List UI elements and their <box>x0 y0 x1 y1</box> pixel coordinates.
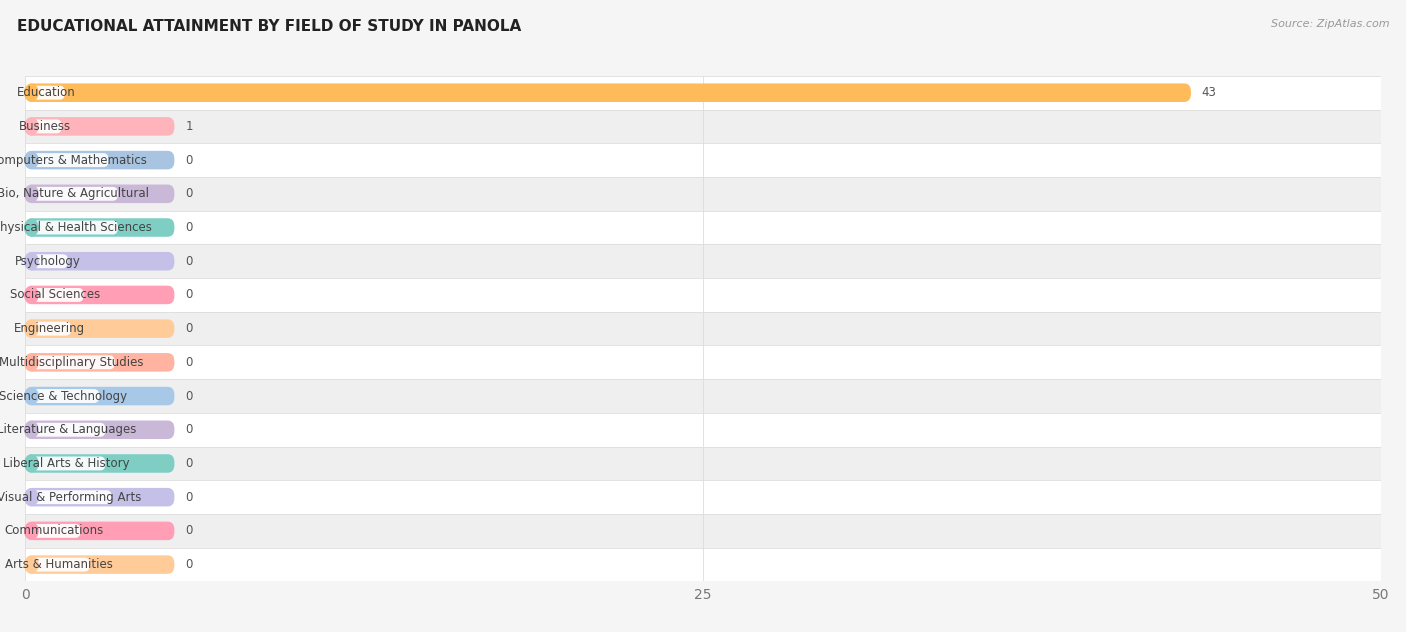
FancyBboxPatch shape <box>27 119 62 133</box>
FancyBboxPatch shape <box>25 319 174 338</box>
Text: Arts & Humanities: Arts & Humanities <box>4 558 112 571</box>
Circle shape <box>25 489 38 506</box>
Text: 0: 0 <box>186 154 193 167</box>
Bar <box>25 548 1381 581</box>
Bar <box>25 109 1381 143</box>
Text: 0: 0 <box>186 457 193 470</box>
FancyBboxPatch shape <box>25 117 174 136</box>
Text: 0: 0 <box>186 187 193 200</box>
Text: Social Sciences: Social Sciences <box>10 288 101 301</box>
FancyBboxPatch shape <box>25 286 174 304</box>
FancyBboxPatch shape <box>25 185 174 203</box>
Bar <box>25 210 1381 245</box>
FancyBboxPatch shape <box>25 218 174 237</box>
FancyBboxPatch shape <box>27 86 65 100</box>
FancyBboxPatch shape <box>27 423 105 437</box>
Text: 0: 0 <box>186 558 193 571</box>
Bar <box>25 177 1381 210</box>
Text: Computers & Mathematics: Computers & Mathematics <box>0 154 146 167</box>
Text: Literature & Languages: Literature & Languages <box>0 423 136 436</box>
Circle shape <box>25 84 38 101</box>
Text: 0: 0 <box>186 221 193 234</box>
FancyBboxPatch shape <box>25 420 174 439</box>
Text: Source: ZipAtlas.com: Source: ZipAtlas.com <box>1271 19 1389 29</box>
Bar <box>25 379 1381 413</box>
Text: Bio, Nature & Agricultural: Bio, Nature & Agricultural <box>0 187 149 200</box>
Text: 0: 0 <box>186 423 193 436</box>
Text: Science & Technology: Science & Technology <box>0 389 128 403</box>
Text: 0: 0 <box>186 389 193 403</box>
Circle shape <box>25 253 38 270</box>
FancyBboxPatch shape <box>27 221 118 234</box>
FancyBboxPatch shape <box>25 252 174 270</box>
FancyBboxPatch shape <box>25 387 174 405</box>
Text: Psychology: Psychology <box>14 255 80 268</box>
Circle shape <box>25 455 38 472</box>
FancyBboxPatch shape <box>25 353 174 372</box>
Circle shape <box>25 286 38 303</box>
Text: Physical & Health Sciences: Physical & Health Sciences <box>0 221 152 234</box>
Text: Business: Business <box>18 120 70 133</box>
Text: 0: 0 <box>186 490 193 504</box>
Bar <box>25 312 1381 346</box>
FancyBboxPatch shape <box>27 288 83 302</box>
Circle shape <box>25 422 38 438</box>
Circle shape <box>25 320 38 337</box>
FancyBboxPatch shape <box>25 83 1191 102</box>
Circle shape <box>25 354 38 371</box>
Circle shape <box>25 523 38 539</box>
FancyBboxPatch shape <box>27 322 72 336</box>
FancyBboxPatch shape <box>25 521 174 540</box>
Circle shape <box>25 152 38 169</box>
Text: Visual & Performing Arts: Visual & Performing Arts <box>0 490 142 504</box>
Bar <box>25 278 1381 312</box>
Bar <box>25 413 1381 447</box>
Circle shape <box>25 556 38 573</box>
Text: 0: 0 <box>186 255 193 268</box>
FancyBboxPatch shape <box>27 524 80 538</box>
Text: 0: 0 <box>186 356 193 369</box>
FancyBboxPatch shape <box>25 151 174 169</box>
Text: EDUCATIONAL ATTAINMENT BY FIELD OF STUDY IN PANOLA: EDUCATIONAL ATTAINMENT BY FIELD OF STUDY… <box>17 19 522 34</box>
Text: 0: 0 <box>186 525 193 537</box>
Bar <box>25 76 1381 109</box>
Text: Liberal Arts & History: Liberal Arts & History <box>3 457 129 470</box>
FancyBboxPatch shape <box>25 556 174 574</box>
Bar <box>25 245 1381 278</box>
Text: Communications: Communications <box>4 525 104 537</box>
Bar <box>25 346 1381 379</box>
Circle shape <box>25 118 38 135</box>
Text: 0: 0 <box>186 322 193 335</box>
Circle shape <box>25 387 38 404</box>
Bar <box>25 480 1381 514</box>
FancyBboxPatch shape <box>27 557 90 571</box>
Text: 0: 0 <box>186 288 193 301</box>
Text: 43: 43 <box>1202 86 1216 99</box>
FancyBboxPatch shape <box>27 254 67 268</box>
FancyBboxPatch shape <box>27 355 115 369</box>
Bar <box>25 514 1381 548</box>
FancyBboxPatch shape <box>25 454 174 473</box>
FancyBboxPatch shape <box>25 488 174 506</box>
FancyBboxPatch shape <box>27 153 108 167</box>
Text: Multidisciplinary Studies: Multidisciplinary Studies <box>0 356 143 369</box>
Bar <box>25 143 1381 177</box>
FancyBboxPatch shape <box>27 490 111 504</box>
Text: 1: 1 <box>186 120 193 133</box>
Text: Engineering: Engineering <box>14 322 84 335</box>
Circle shape <box>25 219 38 236</box>
FancyBboxPatch shape <box>27 456 105 470</box>
FancyBboxPatch shape <box>27 187 118 201</box>
Bar <box>25 447 1381 480</box>
Text: Education: Education <box>17 86 76 99</box>
FancyBboxPatch shape <box>27 389 100 403</box>
Circle shape <box>25 185 38 202</box>
